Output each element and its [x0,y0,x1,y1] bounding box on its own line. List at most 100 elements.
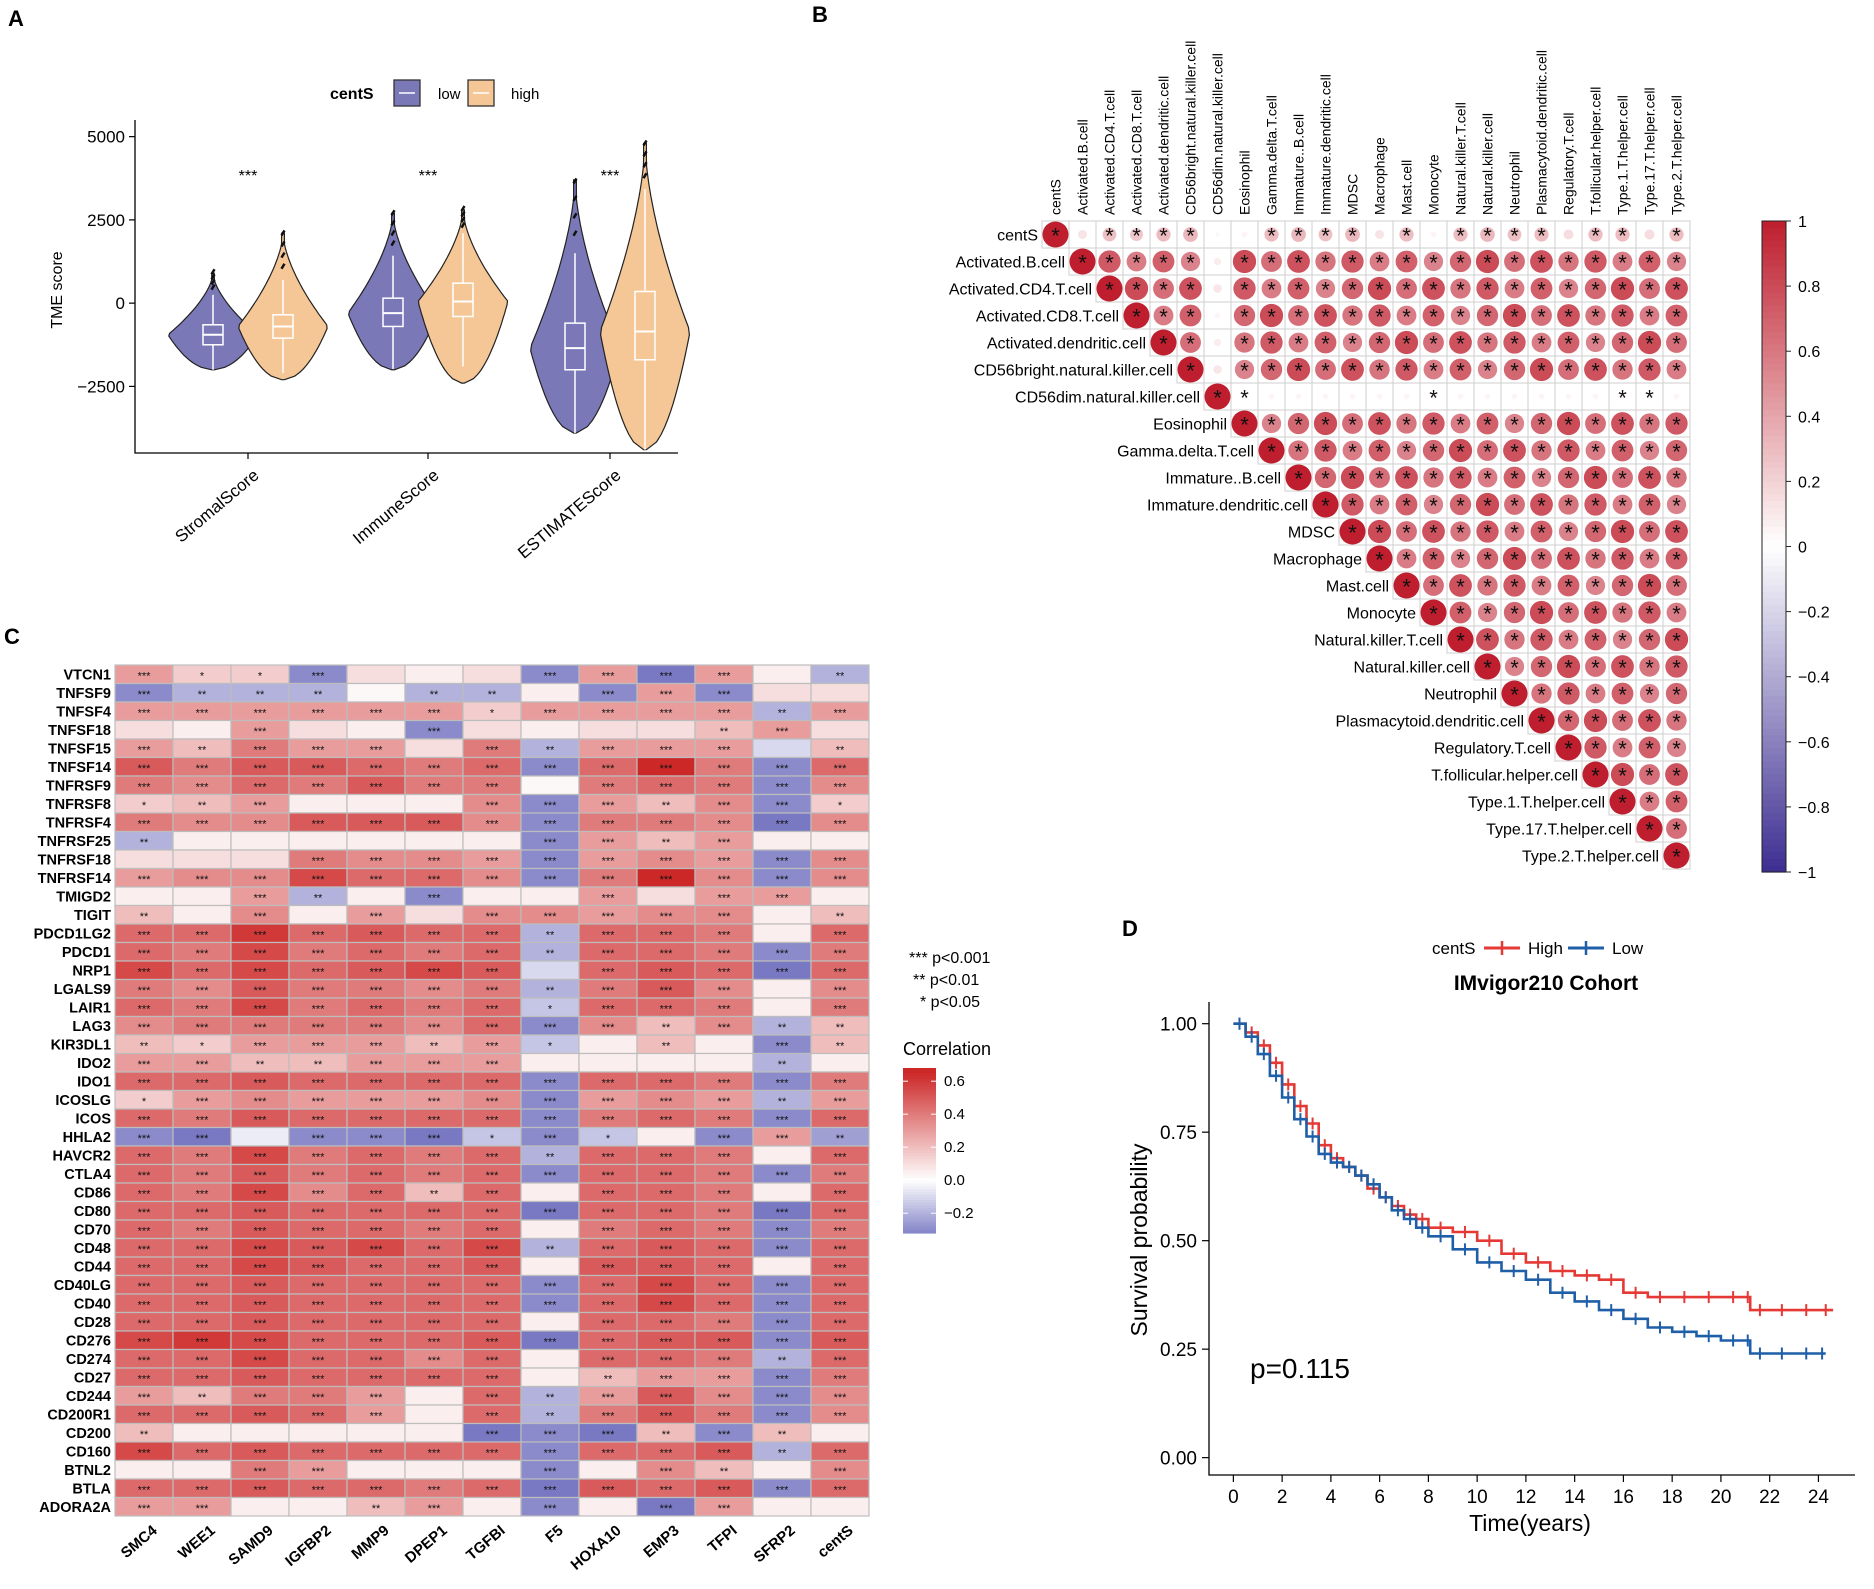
heatmap-sig-mark: *** [196,1299,210,1311]
corr-sig-mark: * [1672,467,1681,492]
corr-col-label: centS [1048,179,1064,215]
heatmap-sig-mark: *** [370,985,384,997]
outlier-mark [390,219,396,227]
heatmap-sig-mark: ** [720,726,729,738]
heatmap-sig-mark: *** [486,1151,500,1163]
heatmap-sig-mark: *** [196,1225,210,1237]
corr-sig-mark: * [1483,656,1492,681]
corr-colorbar-step [1762,442,1786,450]
corr-colorbar-step [1762,546,1786,554]
corr-colorbar-label: 0.2 [1798,474,1820,491]
heatmap-sig-mark: *** [486,1299,500,1311]
heatmap-sig-mark: *** [254,818,268,830]
heatmap-sig-mark: *** [718,1077,732,1089]
outlier-mark [390,239,396,247]
heatmap-sig-mark: *** [196,1114,210,1126]
ytick-label-a: 0 [116,294,125,313]
corr-sig-mark: * [1294,467,1303,492]
heatmap-cell [404,830,464,851]
heatmap-cell [288,719,348,740]
heatmap-sig-mark: *** [834,1466,848,1478]
corr-circle [1312,491,1339,518]
ylabel-a: TME score [49,251,66,328]
heatmap-colorbar-step [903,1161,936,1165]
heatmap-row-label: CD27 [74,1370,111,1386]
heatmap-sig-mark: ** [836,1133,845,1145]
corr-colorbar-step [1762,592,1786,600]
corr-circle [1619,393,1626,400]
ytick-label-d: 0.25 [1160,1340,1197,1361]
corr-sig-mark: * [1294,413,1303,438]
heatmap-sig-mark: *** [660,1484,674,1496]
heatmap-sig-mark: *** [718,911,732,923]
corr-colorbar-step [1762,637,1786,645]
sig-legend-line: ** p<0.01 [913,972,979,989]
corr-colorbar-step [1762,826,1786,834]
corr-circle [1558,602,1579,623]
corr-circle [1504,629,1525,650]
heatmap-sig-mark: *** [312,1133,326,1145]
heatmap-row-label: CD40 [74,1296,111,1312]
heatmap-colorbar-step [903,1120,936,1124]
corr-circle [1288,332,1309,353]
heatmap-sig-mark: *** [544,1503,558,1515]
heatmap-sig-mark: *** [254,763,268,775]
corr-circle [1610,276,1635,301]
heatmap-sig-mark: *** [486,744,500,756]
corr-colorbar-step [1762,331,1786,339]
heatmap-sig-mark: *** [660,1170,674,1182]
heatmap-sig-mark: *** [196,1188,210,1200]
corr-circle [1369,467,1390,488]
corr-sig-mark: * [1456,602,1465,627]
corr-sig-mark: * [1402,440,1411,465]
corr-sig-mark: * [1267,413,1276,438]
corr-row-label: Immature.dendritic.cell [1147,498,1308,515]
corr-col-label: T.follicular.helper.cell [1588,87,1604,215]
corr-sig-mark: * [1402,251,1411,276]
corr-col-label: Monocyte [1426,154,1442,215]
corr-circle [1102,227,1117,242]
heatmap-sig-mark: *** [544,818,558,830]
heatmap-sig-mark: *** [312,1299,326,1311]
corr-circle [1315,278,1336,299]
heatmap-colorbar-step [903,1128,936,1132]
corr-circle [1314,439,1337,462]
heatmap-sig-mark: *** [602,1262,616,1274]
corr-circle [1204,383,1231,410]
heatmap-sig-mark: *** [254,1022,268,1034]
heatmap-sig-mark: ** [546,929,555,941]
corr-colorbar-step [1762,468,1786,476]
heatmap-sig-mark: *** [370,1373,384,1385]
corr-circle [1423,575,1444,596]
corr-sig-mark: * [1321,413,1330,438]
corr-sig-mark: * [1591,737,1600,762]
heatmap-sig-mark: *** [660,1207,674,1219]
corr-circle [1268,393,1275,400]
heatmap-sig-mark: *** [196,781,210,793]
heatmap-sig-mark: *** [196,1336,210,1348]
corr-cell [1257,220,1286,249]
corr-circle [1477,602,1498,623]
heatmap-colorbar-step [903,1123,936,1127]
heatmap-sig-mark: *** [312,929,326,941]
corr-sig-mark: * [1618,278,1627,303]
heatmap-sig-mark: *** [428,1133,442,1145]
corr-circle [1233,304,1256,327]
corr-sig-mark: * [1510,278,1519,303]
heatmap-sig-mark: *** [428,726,442,738]
panel-label-d: D [1122,916,1138,941]
legend-label-d: High [1528,939,1563,958]
corr-circle [1565,393,1572,400]
heatmap-sig-mark: *** [196,1170,210,1182]
corr-colorbar-step [1762,507,1786,515]
heatmap-sig-mark: *** [486,1114,500,1126]
heatmap-sig-mark: *** [718,1355,732,1367]
corr-circle [1396,548,1417,569]
corr-colorbar-step [1762,513,1786,522]
heatmap-sig-mark: *** [312,1244,326,1256]
heatmap-colorbar-step [903,1219,936,1223]
heatmap-sig-mark: *** [486,874,500,886]
heatmap-row-label: CTLA4 [64,1167,111,1183]
corr-colorbar-step [1762,715,1786,723]
